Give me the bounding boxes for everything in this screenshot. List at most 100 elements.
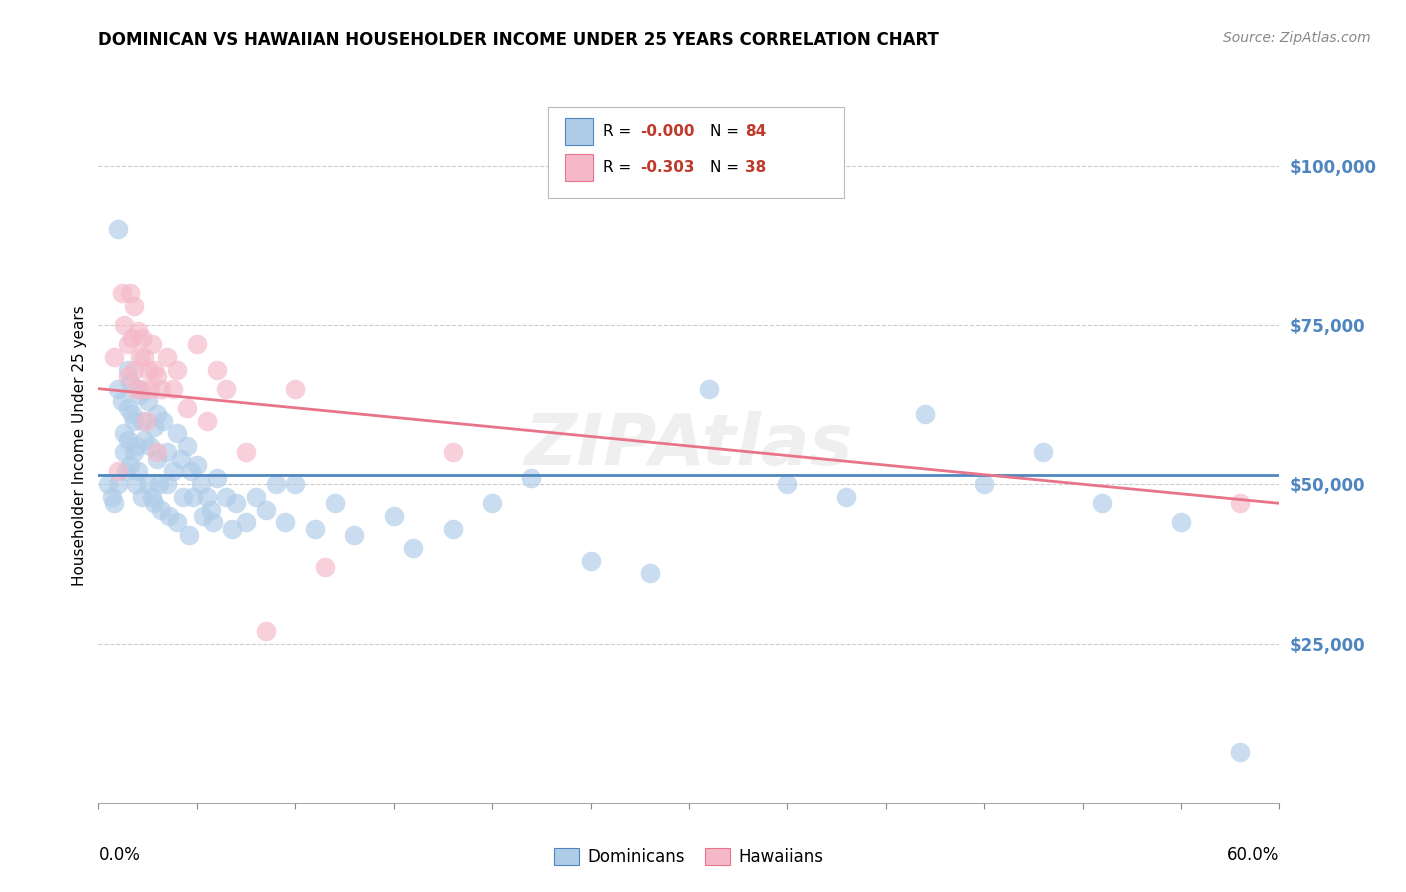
Point (215, 490, 238, 504)
Point (314, 560, 336, 574)
Text: 0.0%: 0.0% (98, 846, 141, 863)
Text: N =: N = (710, 124, 744, 138)
Point (103, 496, 125, 510)
Point (323, 496, 346, 510)
Point (142, 496, 165, 510)
Point (115, 465, 138, 479)
Point (150, 382, 173, 396)
Point (520, 471, 543, 485)
Point (205, 362, 228, 376)
Point (112, 426, 135, 441)
Point (343, 528, 366, 542)
Point (142, 420, 165, 434)
Point (132, 350, 155, 364)
Point (127, 465, 149, 479)
Point (122, 413, 145, 427)
Point (190, 477, 212, 491)
Point (186, 458, 208, 472)
Point (107, 465, 129, 479)
Point (117, 433, 139, 447)
Point (146, 368, 169, 383)
Point (245, 490, 267, 504)
Point (402, 541, 425, 555)
Point (1091, 496, 1114, 510)
Point (195, 490, 218, 504)
Point (172, 490, 194, 504)
Point (284, 477, 307, 491)
Point (118, 286, 141, 301)
Point (697, 382, 720, 396)
Text: -0.303: -0.303 (640, 161, 695, 175)
Point (136, 477, 159, 491)
Point (638, 566, 661, 581)
Point (103, 350, 125, 364)
Point (166, 362, 188, 376)
Point (441, 445, 464, 459)
Point (156, 445, 179, 459)
Point (186, 337, 208, 351)
Point (162, 382, 184, 396)
Point (138, 439, 160, 453)
Point (195, 413, 218, 427)
Point (235, 445, 257, 459)
Point (125, 382, 148, 396)
Point (121, 407, 143, 421)
Point (156, 477, 179, 491)
Point (118, 376, 141, 390)
Point (112, 445, 135, 459)
Point (138, 382, 160, 396)
Point (122, 445, 145, 459)
Point (170, 451, 193, 466)
Point (205, 471, 228, 485)
Point (215, 382, 238, 396)
Point (125, 477, 148, 491)
Point (1229, 496, 1251, 510)
Point (97, 477, 120, 491)
Point (117, 362, 139, 376)
Point (127, 324, 149, 338)
Point (481, 496, 503, 510)
Point (146, 445, 169, 459)
Point (162, 465, 184, 479)
Point (107, 382, 129, 396)
Point (441, 522, 464, 536)
Point (111, 286, 134, 301)
Legend: Dominicans, Hawaiians: Dominicans, Hawaiians (548, 841, 830, 873)
Point (166, 426, 188, 441)
Point (225, 496, 247, 510)
Point (122, 362, 145, 376)
Point (221, 522, 243, 536)
Point (274, 516, 297, 530)
Point (264, 477, 287, 491)
Point (382, 509, 405, 524)
Point (135, 413, 157, 427)
Point (131, 490, 153, 504)
Point (200, 502, 222, 516)
Text: 84: 84 (745, 124, 766, 138)
Point (141, 490, 163, 504)
Point (146, 451, 169, 466)
Point (142, 362, 165, 376)
Text: -0.000: -0.000 (640, 124, 695, 138)
Point (579, 554, 602, 568)
Point (914, 407, 936, 421)
Point (131, 382, 153, 396)
Text: N =: N = (710, 161, 744, 175)
Point (157, 509, 180, 524)
Text: Source: ZipAtlas.com: Source: ZipAtlas.com (1223, 31, 1371, 45)
Text: 38: 38 (745, 161, 766, 175)
Point (201, 516, 224, 530)
Point (107, 477, 129, 491)
Text: 60.0%: 60.0% (1227, 846, 1279, 863)
Point (117, 401, 139, 415)
Point (1229, 745, 1251, 759)
Point (152, 413, 174, 427)
Point (117, 368, 139, 383)
Point (125, 439, 148, 453)
Point (177, 528, 200, 542)
Point (101, 490, 124, 504)
Point (118, 458, 141, 472)
Point (141, 337, 163, 351)
Point (835, 490, 858, 504)
Point (156, 350, 179, 364)
